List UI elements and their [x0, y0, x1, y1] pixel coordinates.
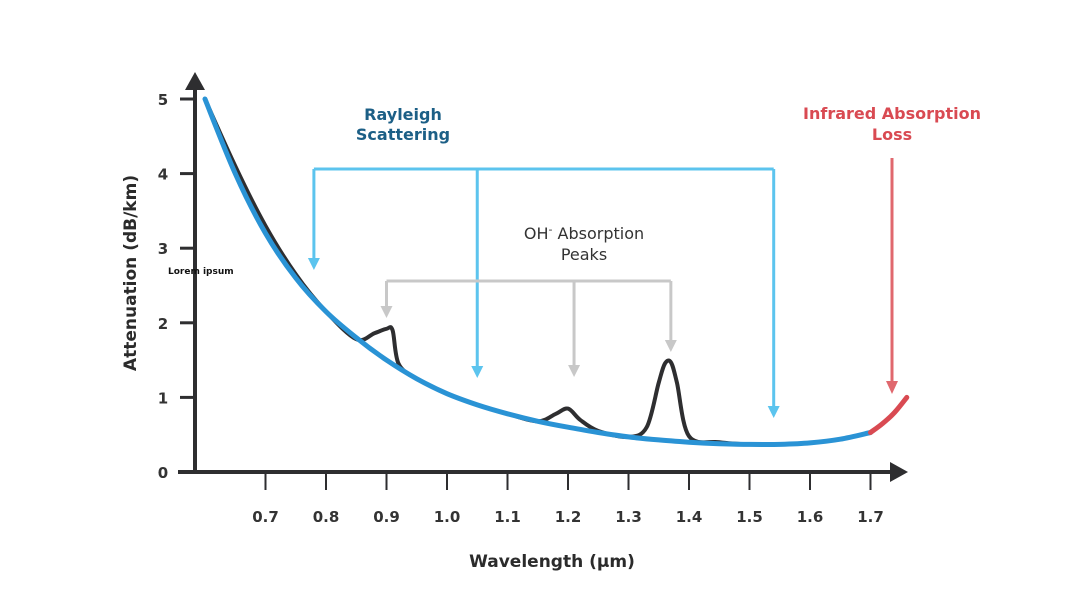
- note-text: Lorem ipsum: [168, 267, 234, 277]
- y-tick-label: 4: [158, 166, 168, 184]
- oh-label-superscript: -: [548, 223, 552, 236]
- series-layer: [202, 96, 910, 448]
- oh-arrow-head: [568, 365, 581, 377]
- oh-label-line2: Peaks: [561, 245, 607, 264]
- oh-label-main: OH: [524, 224, 549, 243]
- rayleigh-arrow-head: [471, 366, 484, 378]
- x-axis-arrowhead: [890, 462, 908, 482]
- x-tick-label: 1.0: [434, 508, 461, 526]
- rayleigh-baseline-line: [202, 96, 873, 448]
- rayleigh-arrow-head: [767, 406, 780, 418]
- y-tick-label: 0: [158, 464, 168, 482]
- x-tick-label: 0.8: [313, 508, 340, 526]
- oh-arrow-head: [664, 340, 677, 352]
- oh-arrow-head: [380, 306, 393, 318]
- y-tick-label: 3: [158, 240, 168, 258]
- y-axis-title: Attenuation (dB/km): [121, 175, 141, 371]
- oh-label-line1: OH- Absorption: [524, 223, 644, 243]
- x-axis-title: Wavelength (µm): [469, 552, 635, 572]
- x-tick-label: 1.5: [736, 508, 763, 526]
- x-tick-label: 0.9: [373, 508, 400, 526]
- y-axis-arrowhead: [185, 72, 205, 90]
- axes: [178, 72, 908, 482]
- y-tick-label: 5: [158, 91, 168, 109]
- rayleigh-label-line1: Rayleigh: [364, 105, 442, 124]
- y-tick-label: 2: [158, 315, 168, 333]
- y-tick-label: 1: [158, 389, 168, 407]
- x-tick-label: 1.1: [494, 508, 521, 526]
- infrared-arrow-head: [886, 381, 898, 394]
- x-tick-label: 1.2: [555, 508, 582, 526]
- infrared-label-line1: Infrared Absorption: [803, 104, 981, 123]
- infrared-absorption-line: [868, 394, 910, 435]
- rayleigh-label-line2: Scattering: [356, 125, 450, 144]
- x-tick-label: 1.3: [615, 508, 642, 526]
- x-tick-label: 1.6: [797, 508, 824, 526]
- oh-label-rest: Absorption: [552, 224, 644, 243]
- measured-attenuation-line: [203, 97, 873, 447]
- x-tick-label: 1.4: [676, 508, 703, 526]
- rayleigh-arrow-head: [307, 258, 320, 270]
- annotation-arrows: [307, 158, 898, 418]
- ticks: 0 1 2 3 4 5 0.7 0.8 0.9 1.0 1.1 1.2 1.3 1.4 1.5 1.6 1.7: [158, 91, 884, 526]
- x-tick-label: 0.7: [252, 508, 279, 526]
- infrared-label-line2: Loss: [872, 125, 912, 144]
- x-tick-label: 1.7: [857, 508, 884, 526]
